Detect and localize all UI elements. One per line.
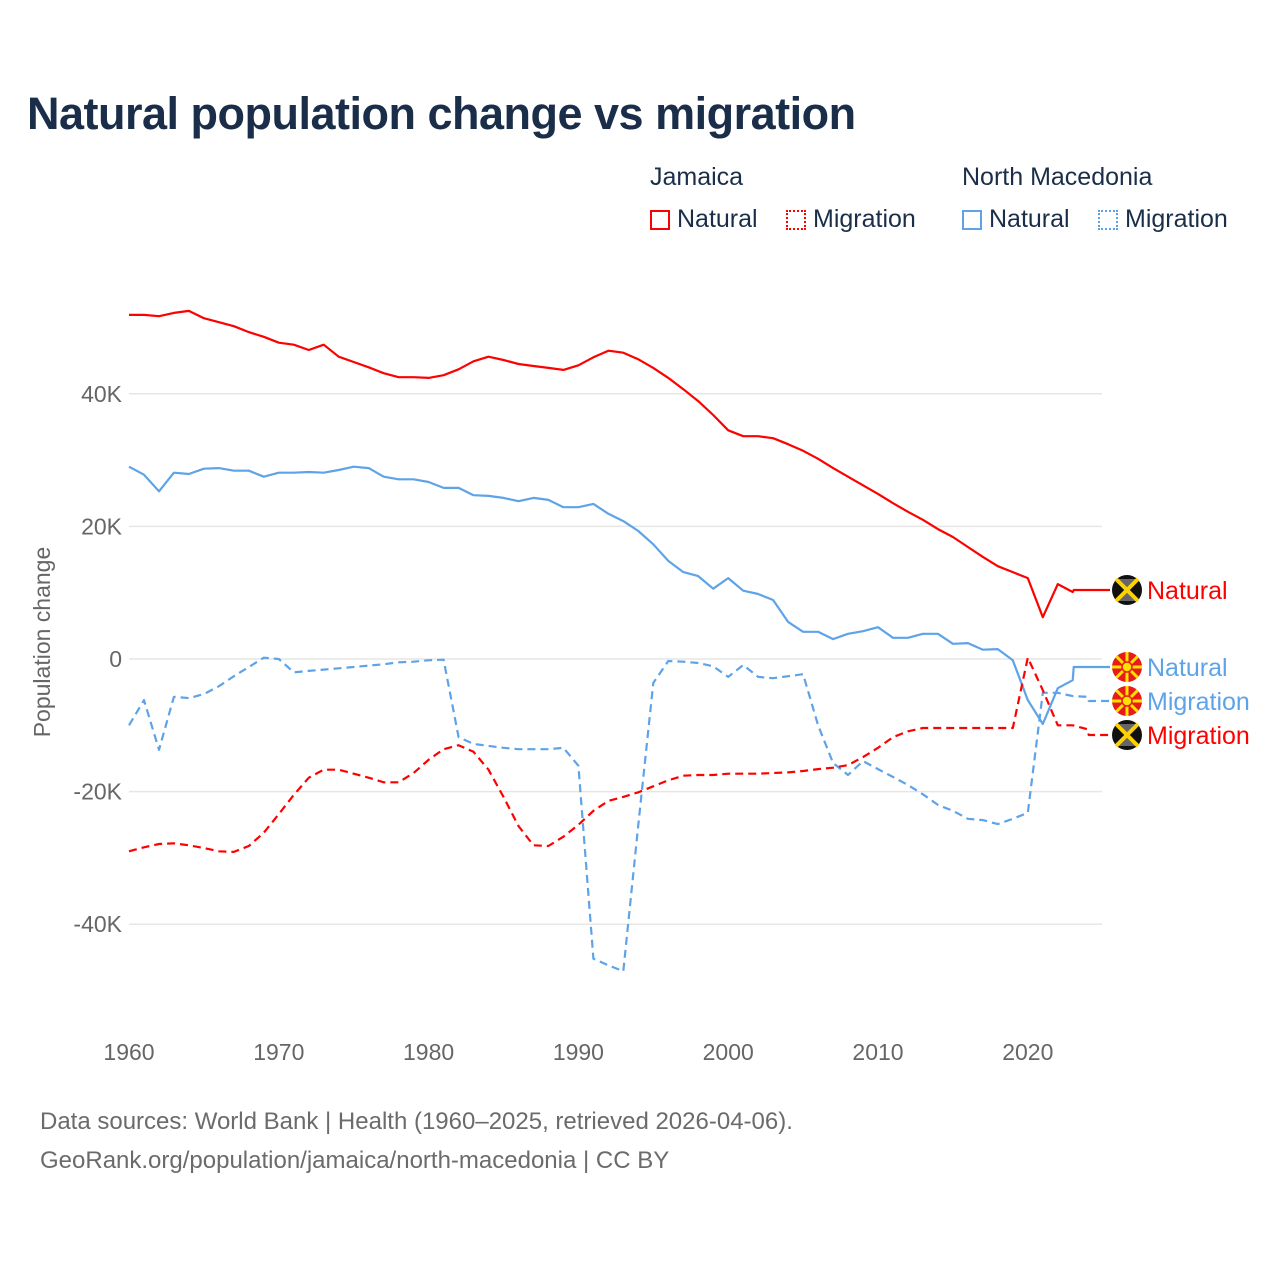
- y-axis-label: Population change: [29, 547, 55, 738]
- solid-swatch-icon: [650, 209, 670, 230]
- series-end-label: Migration: [1147, 688, 1250, 716]
- x-axis-ticks: 1960 1970 1980 1990 2000 2010 2020: [103, 1039, 1053, 1065]
- x-tick-label: 1990: [553, 1039, 604, 1065]
- series-line-jamaica-natural: [129, 309, 1110, 619]
- y-tick-label: 40K: [81, 381, 123, 407]
- legend-item-label: Natural: [989, 205, 1070, 233]
- north-macedonia-flag-icon: [1112, 652, 1142, 682]
- y-axis-ticks: 40K 20K 0 -20K -40K: [73, 381, 122, 937]
- legend-item-jamaica-natural[interactable]: Natural: [650, 205, 758, 234]
- line-chart: 40K 20K 0 -20K -40K 1960 1970 1980 1990 2000 2010…: [29, 309, 1250, 1065]
- dotted-swatch-icon: [786, 209, 806, 230]
- solid-swatch-icon: [962, 209, 982, 230]
- series-end-label: Migration: [1147, 722, 1250, 750]
- legend-country-label: Jamaica: [650, 163, 744, 191]
- legend-item-label: Migration: [1125, 205, 1228, 233]
- y-tick-label: 0: [109, 646, 122, 672]
- y-tick-label: 20K: [81, 513, 123, 539]
- x-tick-label: 2020: [1002, 1039, 1053, 1065]
- chart-title: Natural population change vs migration: [27, 88, 856, 139]
- legend-item-label: Natural: [677, 205, 758, 233]
- series-end-label: Natural: [1147, 654, 1228, 682]
- jamaica-flag-icon: [1112, 720, 1142, 750]
- dotted-swatch-icon: [1098, 209, 1118, 230]
- legend-item-north-macedonia-natural[interactable]: Natural: [962, 205, 1070, 234]
- series-lines: [128, 309, 1110, 973]
- legend-item-north-macedonia-migration[interactable]: Migration: [1098, 205, 1228, 234]
- series-line-north-macedonia-natural: [128, 465, 1110, 726]
- end-labels: Natural Natural Migration Migration: [1112, 575, 1250, 750]
- x-tick-label: 2000: [703, 1039, 754, 1065]
- footer-sources: Data sources: World Bank | Health (1960–…: [40, 1108, 793, 1135]
- y-tick-label: -40K: [73, 911, 122, 937]
- jamaica-flag-icon: [1112, 575, 1142, 605]
- x-tick-label: 1970: [253, 1039, 304, 1065]
- x-tick-label: 1960: [103, 1039, 154, 1065]
- gridlines: [129, 393, 1102, 925]
- series-end-label: Natural: [1147, 577, 1228, 605]
- footer-link[interactable]: GeoRank.org/population/jamaica/north-mac…: [40, 1147, 670, 1174]
- north-macedonia-flag-icon: [1112, 686, 1142, 716]
- x-tick-label: 2010: [852, 1039, 903, 1065]
- series-line-jamaica-migration: [128, 656, 1110, 853]
- legend-item-label: Migration: [813, 205, 916, 233]
- x-tick-label: 1980: [403, 1039, 454, 1065]
- y-tick-label: -20K: [73, 779, 122, 805]
- legend-item-jamaica-migration[interactable]: Migration: [786, 205, 916, 234]
- legend-country-label: North Macedonia: [962, 163, 1153, 191]
